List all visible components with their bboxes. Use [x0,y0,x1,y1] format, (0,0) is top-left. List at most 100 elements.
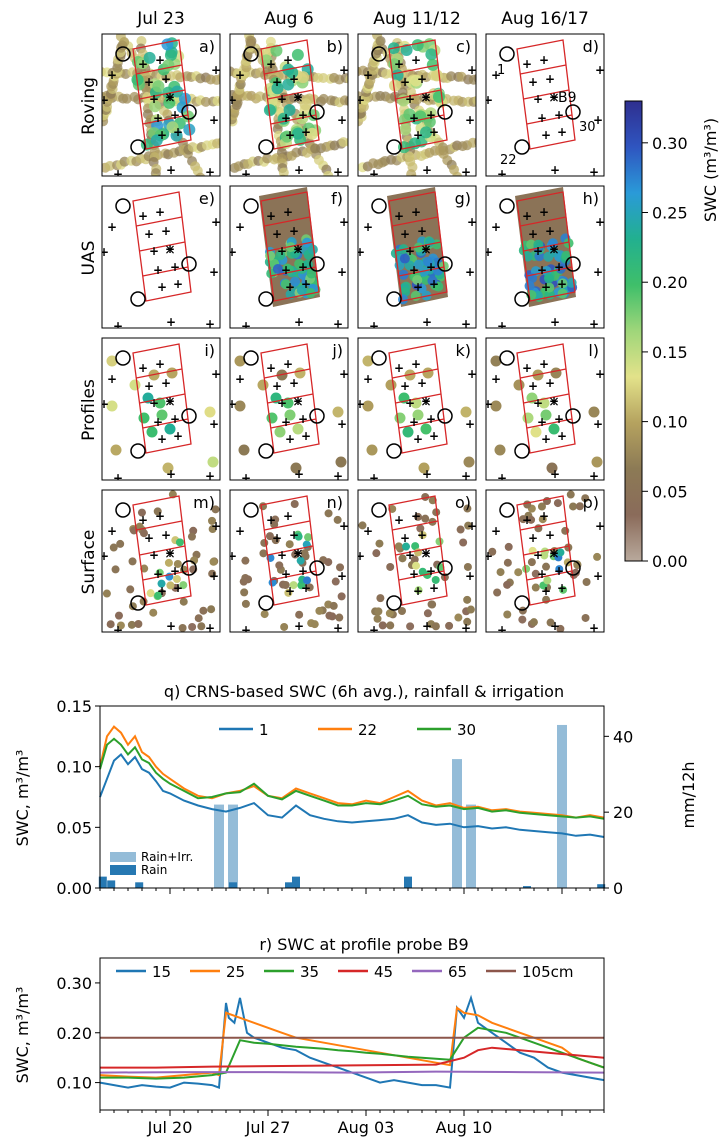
profile-point [412,409,424,421]
surface-point [331,577,340,586]
surface-point [519,515,528,524]
roving-point [351,137,361,147]
field-outline [388,191,448,302]
surface-point [582,577,591,586]
crns-station-circle [115,350,131,366]
plus-marker: + [421,242,431,256]
plus-marker: + [405,92,415,106]
field-polygon [388,39,448,150]
map-panel-content: + ++ ++ ++ ++ ++++++ ++× [102,34,220,176]
surface-point [260,538,269,547]
profile-point [238,444,250,456]
plus-marker: + [522,361,532,375]
y-tick-label: 0.10 [56,1074,92,1093]
plus-marker: + [549,242,559,256]
surface-point [358,521,367,530]
surface-point [537,502,546,511]
plus-marker: + [205,621,215,635]
roving-point [411,39,424,52]
plus-marker: + [285,432,295,446]
plus-marker: + [107,372,117,386]
bar-rain [285,882,293,888]
surface-point [414,586,423,595]
uas-pixel [305,287,316,298]
field-outline [132,39,192,150]
surface-point [265,532,274,541]
plus-marker: + [283,357,293,371]
uas-pixel [412,274,423,285]
surface-point [207,605,216,614]
surface-point [423,609,432,618]
y-tick-label: 0.10 [56,758,92,777]
field-outline [388,495,448,606]
plus-marker: + [369,623,379,637]
plus-marker: + [491,220,501,234]
surface-point [209,557,218,566]
plus-marker: + [405,244,415,258]
plus-marker: + [241,471,251,485]
profile-point [204,406,216,418]
map-panel: + ++ ++ ++ ++ ++++++ ++×c) [357,33,477,177]
series-line-35 [100,1026,605,1080]
uas-pixel [296,285,307,296]
surface-point [199,606,208,615]
profile-point [156,409,168,421]
surface-point [538,515,547,524]
plus-marker: + [409,567,419,581]
plus-marker: + [417,376,427,390]
field-divider [139,241,186,252]
plus-marker: + [293,242,303,256]
profile-point [274,426,286,438]
crns-station-circle [514,595,530,611]
roving-point [150,173,160,176]
surface-point [126,585,135,594]
crns-station-circle [309,560,325,576]
roving-point [400,43,413,56]
plus-marker: + [528,227,538,241]
colorbar-tick-label: 0.20 [652,273,688,292]
roving-point [245,35,256,46]
profile-point [588,406,600,418]
roving-point [119,36,130,47]
field-outline [516,495,576,606]
plus-marker: + [235,68,245,82]
profile-point [362,355,374,367]
profile-point [146,426,158,438]
plus-marker: + [272,531,282,545]
plus-marker: + [593,569,603,583]
crns-station-circle [371,350,387,366]
plus-marker: + [337,265,347,279]
probe-b9-marker: × [420,394,432,410]
uas-pixel [557,288,568,299]
crns-station-circle [130,291,146,307]
probe-b9-marker: × [420,90,432,106]
surface-point [208,516,217,525]
crns-station-circle [437,560,453,576]
plus-marker: + [266,513,276,527]
plus-marker: + [422,163,432,177]
series-line-15 [99,994,605,1089]
roving-point [149,100,162,113]
roving-point [217,137,220,147]
plus-marker: + [333,317,343,331]
crns-station-circle [565,408,581,424]
roving-point [473,73,476,83]
uas-pixel [413,242,424,253]
roving-point [424,107,437,120]
plus-marker: + [413,432,423,446]
surface-point [275,561,284,570]
probe-b9-marker: × [420,546,432,562]
plus-marker: + [545,376,555,390]
plus-marker: + [149,396,159,410]
roving-point [200,96,211,107]
field-divider [526,266,573,277]
field-divider [392,216,439,227]
probe-label: B9 [558,90,577,106]
plus-marker: + [533,548,543,562]
plus-marker: + [227,397,237,411]
plus-marker: + [165,90,175,104]
surface-point [259,502,268,511]
crns-station-circle [130,595,146,611]
map-panel-frame [101,489,221,633]
field-divider [395,241,442,252]
